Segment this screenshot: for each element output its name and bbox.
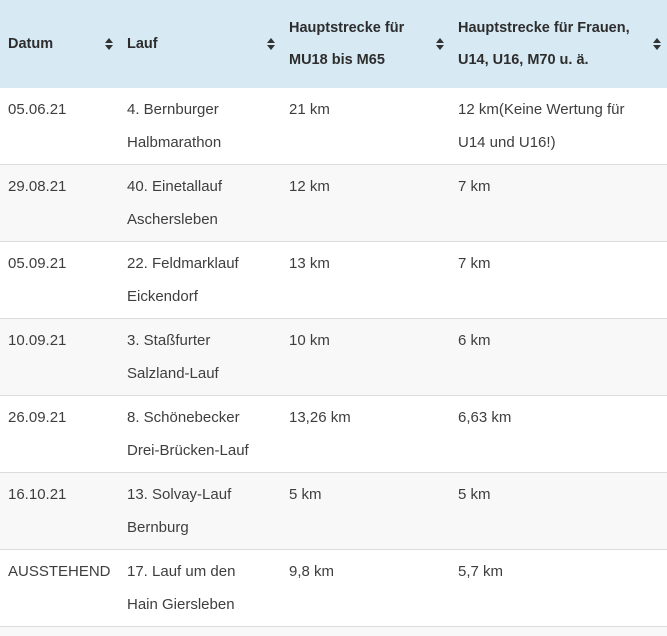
cell-datum: 10.09.21 [8, 332, 67, 349]
cell-strecke-frauen: 7 km [458, 255, 491, 272]
cell-lauf: 13. Solvay-Lauf Bernburg [127, 486, 232, 536]
cell-lauf: 22. Feldmarklauf Eickendorf [127, 255, 239, 305]
cell-datum: AUSSTEHEND [8, 563, 111, 580]
cell-datum: 26.09.21 [8, 409, 67, 426]
table-header: Datum Lauf Hauptstrecke für MU18 bis M65 [0, 0, 667, 88]
column-label-hauptstrecke-main: Hauptstrecke für MU18 bis M65 [289, 20, 405, 68]
cell-lauf: 8. Schönebecker Drei-Brücken-Lauf [127, 409, 249, 459]
sort-arrows-icon[interactable] [105, 38, 113, 50]
cell-lauf: 4. Bernburger Halbmarathon [127, 101, 222, 151]
sort-arrows-icon[interactable] [436, 38, 444, 50]
cell-strecke-main: 13 km [289, 255, 330, 272]
cell-strecke-main: 9,2 km [281, 627, 450, 636]
column-label-hauptstrecke-frauen: Hauptstrecke für Frauen, U14, U16, M70 u… [458, 20, 630, 68]
cell-strecke-main: 13,26 km [289, 409, 351, 426]
header-row: Datum Lauf Hauptstrecke für MU18 bis M65 [0, 0, 667, 88]
table-row: AUSSTEHEND 17. Lauf um den Hain Giersleb… [0, 549, 667, 627]
table-row: 16.10.21 13. Solvay-Lauf Bernburg 5 km 5… [0, 472, 667, 550]
cell-datum: 05.09.21 [8, 255, 67, 272]
table-row: 26.09.21 8. Schönebecker Drei-Brücken-La… [0, 395, 667, 473]
cell-strecke-main: 10 km [289, 332, 330, 349]
cell-datum: 16.10.21 [8, 486, 67, 503]
cell-strecke-frauen: 12 km(Keine Wertung für U14 und U16!) [458, 101, 625, 151]
cell-strecke-frauen: 7 km [458, 178, 491, 195]
cell-strecke-frauen: 6,63 km [458, 409, 512, 426]
table-row: AUSSTEHEND 2. Lauf der Bildung Aschersle… [0, 626, 667, 636]
cell-lauf: 40. Einetallauf Aschersleben [127, 178, 223, 228]
cell-strecke-main: 12 km [289, 178, 330, 195]
column-header-hauptstrecke-frauen[interactable]: Hauptstrecke für Frauen, U14, U16, M70 u… [450, 0, 667, 88]
column-label-datum: Datum [8, 36, 54, 52]
cell-strecke-main: 5 km [289, 486, 322, 503]
column-header-hauptstrecke-main[interactable]: Hauptstrecke für MU18 bis M65 [281, 0, 450, 88]
cell-datum: 29.08.21 [8, 178, 67, 195]
table-body: 05.06.21 4. Bernburger Halbmarathon 21 k… [0, 88, 667, 636]
table-row: 10.09.21 3. Staßfurter Salzland-Lauf 10 … [0, 318, 667, 396]
column-label-lauf: Lauf [127, 36, 158, 52]
cell-strecke-frauen: 5,7 km [458, 563, 504, 580]
cell-strecke-main: 21 km [289, 101, 330, 118]
sort-arrows-icon[interactable] [653, 38, 661, 50]
table-row: 05.09.21 22. Feldmarklauf Eickendorf 13 … [0, 241, 667, 319]
table-row: 29.08.21 40. Einetallauf Aschersleben 12… [0, 164, 667, 242]
column-header-datum[interactable]: Datum [0, 0, 119, 88]
cell-lauf: 17. Lauf um den Hain Giersleben [127, 563, 236, 613]
cell-datum: 05.06.21 [8, 101, 67, 118]
sort-arrows-icon[interactable] [267, 38, 275, 50]
cell-strecke-main: 9,8 km [289, 563, 335, 580]
cell-lauf: 3. Staßfurter Salzland-Lauf [127, 332, 219, 382]
cell-strecke-frauen: 6 km [458, 332, 491, 349]
cell-lauf: 2. Lauf der Bildung Aschersleben [119, 627, 281, 636]
cell-strecke-frauen: 4,6 km [450, 627, 667, 636]
cell-strecke-frauen: 5 km [458, 486, 491, 503]
cell-datum: AUSSTEHEND [0, 627, 119, 636]
table-row: 05.06.21 4. Bernburger Halbmarathon 21 k… [0, 88, 667, 165]
column-header-lauf[interactable]: Lauf [119, 0, 281, 88]
